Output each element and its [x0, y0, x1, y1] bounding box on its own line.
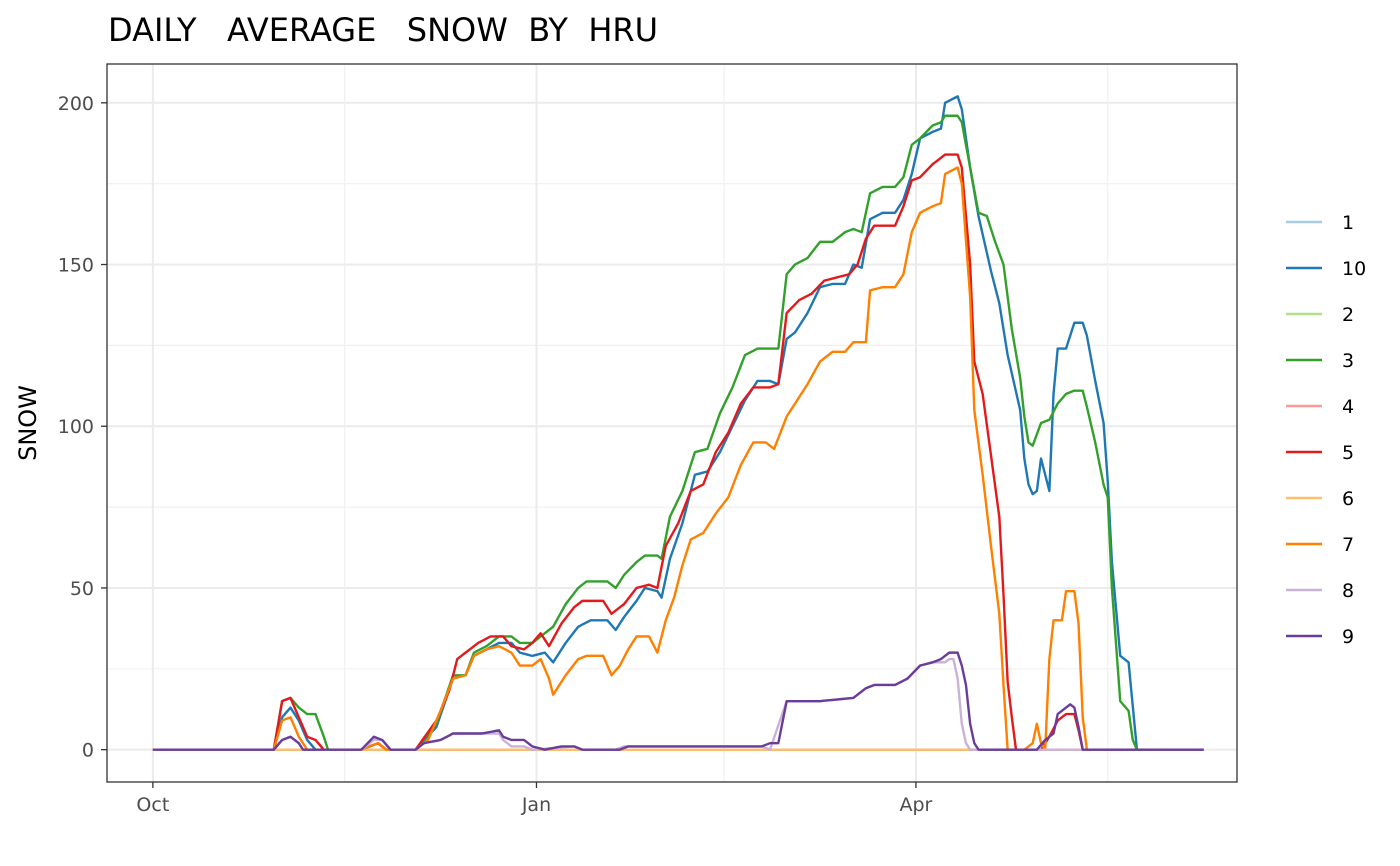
x-tick-label: Apr	[899, 794, 932, 816]
y-tick-label: 100	[58, 416, 94, 438]
plot-background	[107, 64, 1237, 782]
legend-label-5: 5	[1342, 442, 1354, 464]
legend-label-6: 6	[1342, 488, 1354, 510]
series-lines	[152, 95, 1204, 751]
series-line-9	[152, 651, 1204, 751]
y-tick-label: 50	[70, 578, 94, 600]
y-tick-label: 150	[58, 255, 94, 277]
plot-panel-border	[106, 63, 1238, 783]
legend-item-2: 2	[1286, 304, 1354, 326]
legend-label-2: 2	[1342, 304, 1354, 326]
legend-item-4: 4	[1286, 396, 1354, 418]
legend-label-10: 10	[1342, 258, 1366, 280]
y-tick-label: 200	[58, 93, 94, 115]
legend-item-7: 7	[1286, 534, 1354, 556]
chart-title: DAILY AVERAGE SNOW BY HRU	[108, 11, 658, 49]
legend-item-3: 3	[1286, 350, 1354, 372]
x-tick-label: Jan	[521, 794, 551, 816]
legend-label-1: 1	[1342, 212, 1354, 234]
y-axis-title: SNOW	[14, 385, 42, 461]
legend-label-4: 4	[1342, 396, 1354, 418]
legend-label-3: 3	[1342, 350, 1354, 372]
y-axis-ticks: 0 50 100 150 200	[58, 93, 107, 762]
legend-item-6: 6	[1286, 488, 1354, 510]
legend: 1 10 2 3 4 5 6 7 8 9	[1286, 212, 1366, 648]
legend-item-10: 10	[1286, 258, 1366, 280]
legend-item-8: 8	[1286, 580, 1354, 602]
legend-item-1: 1	[1286, 212, 1354, 234]
legend-item-9: 9	[1286, 626, 1354, 648]
x-tick-label: Oct	[136, 794, 169, 816]
legend-item-5: 5	[1286, 442, 1354, 464]
legend-label-8: 8	[1342, 580, 1354, 602]
x-axis-ticks: Oct Jan Apr	[136, 782, 933, 816]
legend-label-9: 9	[1342, 626, 1354, 648]
y-tick-label: 0	[82, 740, 94, 762]
grid-lines	[107, 64, 1237, 782]
legend-label-7: 7	[1342, 534, 1354, 556]
